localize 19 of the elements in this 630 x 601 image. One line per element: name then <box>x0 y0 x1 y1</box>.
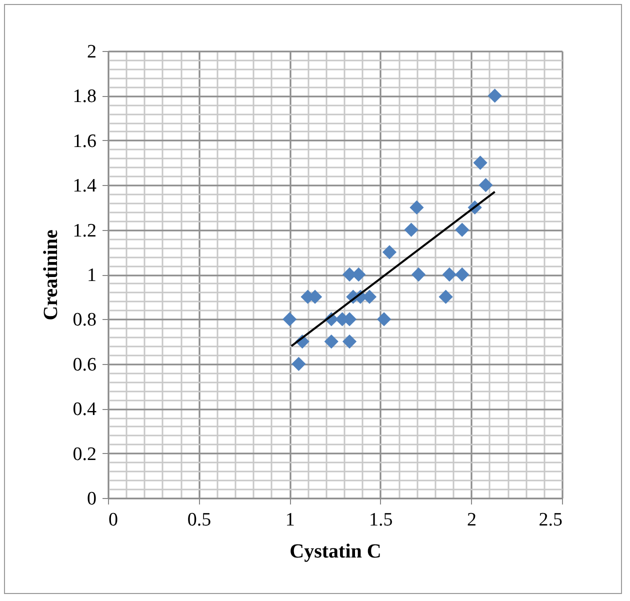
y-tick-label: 0.8 <box>72 310 96 331</box>
y-axis-title: Creatinine <box>40 230 62 320</box>
x-tick-label: 2 <box>466 510 476 530</box>
x-tick-label: 1.5 <box>369 510 393 530</box>
y-tick-label: 1.4 <box>72 176 97 197</box>
x-tick-label: 0.5 <box>187 510 212 530</box>
y-tick-label: 0.6 <box>72 354 96 376</box>
y-tick-label: 0 <box>87 488 96 510</box>
y-tick-label: 1.6 <box>72 130 96 152</box>
y-tick-label: 1.8 <box>72 86 96 108</box>
x-tick-label: 2.5 <box>538 510 562 530</box>
y-tick-label: 1.2 <box>72 220 96 242</box>
x-tick-label: 0 <box>108 510 118 530</box>
y-tick-label: 2 <box>87 42 96 62</box>
y-tick-label: 0.4 <box>72 399 97 420</box>
y-tick-label: 1 <box>87 265 96 286</box>
x-tick-label: 1 <box>285 510 295 530</box>
y-tick-label: 0.2 <box>72 444 96 465</box>
x-axis-title: Cystatin C <box>290 540 382 562</box>
